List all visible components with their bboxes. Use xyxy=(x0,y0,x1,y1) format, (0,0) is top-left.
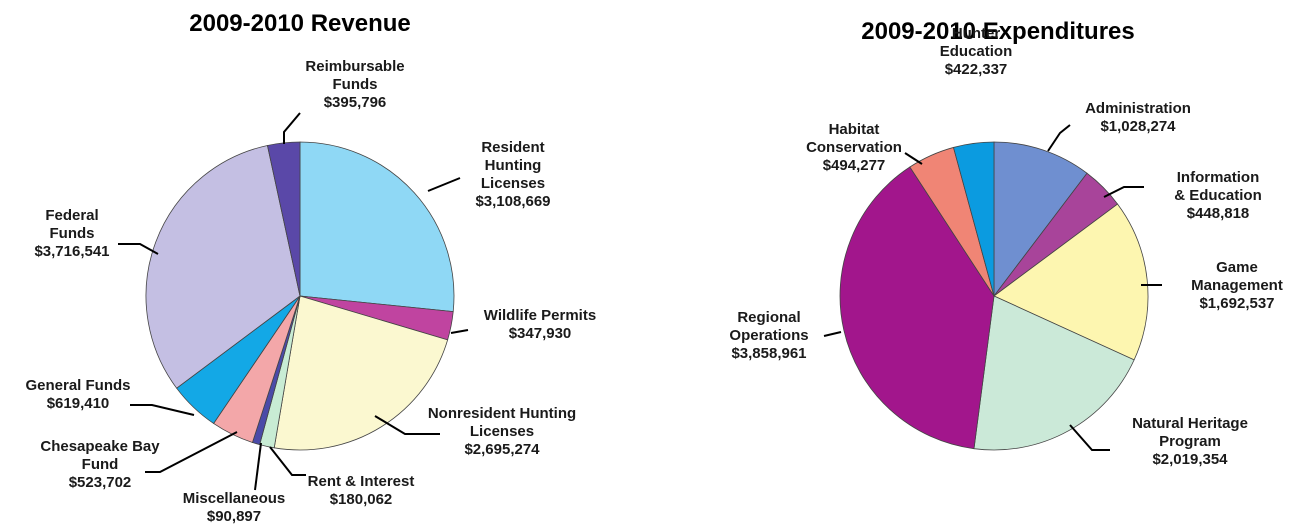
expenditures-name-administration: Administration xyxy=(1085,100,1191,117)
expenditures-name-game-management: Management xyxy=(1191,277,1283,294)
revenue-value-reimbursable-funds: $395,796 xyxy=(324,94,387,111)
expenditures-label-hunter-education: Hunter Education $422,337 xyxy=(940,25,1013,78)
revenue-value-nonresident-hunting-licenses: $2,695,274 xyxy=(464,441,540,458)
revenue-leader-wildlife-permits xyxy=(450,329,469,334)
revenue-label-rent-and-interest: Rent & Interest $180,062 xyxy=(308,473,415,508)
revenue-value-chesapeake-bay-fund: $523,702 xyxy=(69,474,132,491)
expenditures-slice-administration xyxy=(993,141,1088,298)
revenue-value-federal-funds: $3,716,541 xyxy=(34,243,109,260)
expenditures-pie: Administration $1,028,274 Information & Edu… xyxy=(729,25,1282,468)
revenue-name-reimbursable-funds: Funds xyxy=(333,76,378,93)
revenue-pie: Resident Hunting Licenses $3,108,669Wildlif… xyxy=(25,58,596,525)
revenue-name-federal-funds: Federal xyxy=(45,207,98,224)
expenditures-leader-natural-heritage-program xyxy=(1069,424,1110,451)
expenditures-value-information-and-education: $448,818 xyxy=(1187,205,1250,222)
expenditures-leader-habitat-conservation xyxy=(904,152,923,165)
revenue-value-rent-and-interest: $180,062 xyxy=(330,491,393,508)
revenue-leader-federal-funds xyxy=(118,243,159,255)
revenue-leader-resident-hunting-licenses xyxy=(427,177,461,192)
revenue-name-reimbursable-funds: Reimbursable xyxy=(305,58,404,75)
expenditures-label-game-management: Game Management $1,692,537 xyxy=(1191,259,1283,312)
expenditures-value-administration: $1,028,274 xyxy=(1100,118,1176,135)
expenditures-name-information-and-education: Information xyxy=(1177,169,1260,186)
revenue-name-rent-and-interest: Rent & Interest xyxy=(308,473,415,490)
revenue-name-chesapeake-bay-fund: Fund xyxy=(82,456,119,473)
revenue-name-resident-hunting-licenses: Resident xyxy=(481,139,544,156)
revenue-name-resident-hunting-licenses: Hunting xyxy=(485,157,542,174)
expenditures-label-habitat-conservation: Habitat Conservation $494,277 xyxy=(806,121,902,174)
revenue-name-miscellaneous: Miscellaneous xyxy=(183,490,286,507)
expenditures-name-natural-heritage-program: Natural Heritage xyxy=(1132,415,1248,432)
expenditures-label-administration: Administration $1,028,274 xyxy=(1085,100,1191,135)
expenditures-name-habitat-conservation: Habitat xyxy=(829,121,880,138)
revenue-label-wildlife-permits: Wildlife Permits $347,930 xyxy=(484,307,596,342)
expenditures-slice-natural-heritage-program xyxy=(973,295,1135,451)
revenue-name-nonresident-hunting-licenses: Licenses xyxy=(470,423,534,440)
expenditures-leader-information-and-education xyxy=(1103,186,1144,198)
expenditures-slice-hunter-education xyxy=(952,141,995,297)
expenditures-value-regional-operations: $3,858,961 xyxy=(731,345,806,362)
revenue-leader-miscellaneous xyxy=(254,442,262,491)
expenditures-name-habitat-conservation: Conservation xyxy=(806,139,902,156)
expenditures-label-natural-heritage-program: Natural Heritage Program $2,019,354 xyxy=(1132,415,1248,468)
expenditures-name-hunter-education: Hunter xyxy=(952,25,1000,42)
expenditures-name-information-and-education: & Education xyxy=(1174,187,1262,204)
revenue-label-miscellaneous: Miscellaneous $90,897 xyxy=(183,490,286,525)
revenue-label-general-funds: General Funds $619,410 xyxy=(25,377,130,412)
revenue-chart-title: 2009-2010 Revenue xyxy=(189,10,410,37)
expenditures-value-natural-heritage-program: $2,019,354 xyxy=(1152,451,1228,468)
expenditures-value-hunter-education: $422,337 xyxy=(945,61,1008,78)
revenue-label-federal-funds: Federal Funds $3,716,541 xyxy=(34,207,109,260)
expenditures-name-regional-operations: Regional xyxy=(737,309,800,326)
expenditures-label-information-and-education: Information & Education $448,818 xyxy=(1174,169,1262,222)
revenue-name-chesapeake-bay-fund: Chesapeake Bay xyxy=(40,438,160,455)
revenue-slice-federal-funds xyxy=(145,145,301,389)
revenue-label-chesapeake-bay-fund: Chesapeake Bay Fund $523,702 xyxy=(40,438,160,491)
revenue-name-general-funds: General Funds xyxy=(25,377,130,394)
revenue-name-nonresident-hunting-licenses: Nonresident Hunting xyxy=(428,405,576,422)
revenue-label-resident-hunting-licenses: Resident Hunting Licenses $3,108,669 xyxy=(475,139,550,210)
revenue-name-wildlife-permits: Wildlife Permits xyxy=(484,307,596,324)
expenditures-chart-title: 2009-2010 Expenditures xyxy=(861,18,1134,45)
expenditures-value-habitat-conservation: $494,277 xyxy=(823,157,886,174)
expenditures-name-game-management: Game xyxy=(1216,259,1258,276)
revenue-slice-nonresident-hunting-licenses xyxy=(273,295,449,451)
revenue-slice-resident-hunting-licenses xyxy=(299,141,455,313)
revenue-leader-nonresident-hunting-licenses xyxy=(374,415,440,435)
revenue-value-general-funds: $619,410 xyxy=(47,395,110,412)
expenditures-label-regional-operations: Regional Operations $3,858,961 xyxy=(729,309,808,362)
expenditures-leader-administration xyxy=(1047,124,1071,152)
revenue-value-resident-hunting-licenses: $3,108,669 xyxy=(475,193,550,210)
expenditures-name-hunter-education: Education xyxy=(940,43,1013,60)
revenue-value-miscellaneous: $90,897 xyxy=(207,508,261,525)
revenue-label-nonresident-hunting-licenses: Nonresident Hunting Licenses $2,695,274 xyxy=(428,405,576,458)
revenue-name-resident-hunting-licenses: Licenses xyxy=(481,175,545,192)
revenue-name-federal-funds: Funds xyxy=(50,225,95,242)
expenditures-value-game-management: $1,692,537 xyxy=(1199,295,1274,312)
expenditures-name-regional-operations: Operations xyxy=(729,327,808,344)
expenditures-slice-game-management xyxy=(993,203,1149,361)
expenditures-leader-regional-operations xyxy=(823,331,842,337)
revenue-label-reimbursable-funds: Reimbursable Funds $395,796 xyxy=(305,58,404,111)
revenue-leader-rent-and-interest xyxy=(269,446,306,476)
revenue-value-wildlife-permits: $347,930 xyxy=(509,325,572,342)
revenue-leader-reimbursable-funds xyxy=(283,112,301,144)
revenue-leader-general-funds xyxy=(130,404,195,416)
expenditures-name-natural-heritage-program: Program xyxy=(1159,433,1221,450)
revenue-leader-chesapeake-bay-fund xyxy=(145,431,238,473)
